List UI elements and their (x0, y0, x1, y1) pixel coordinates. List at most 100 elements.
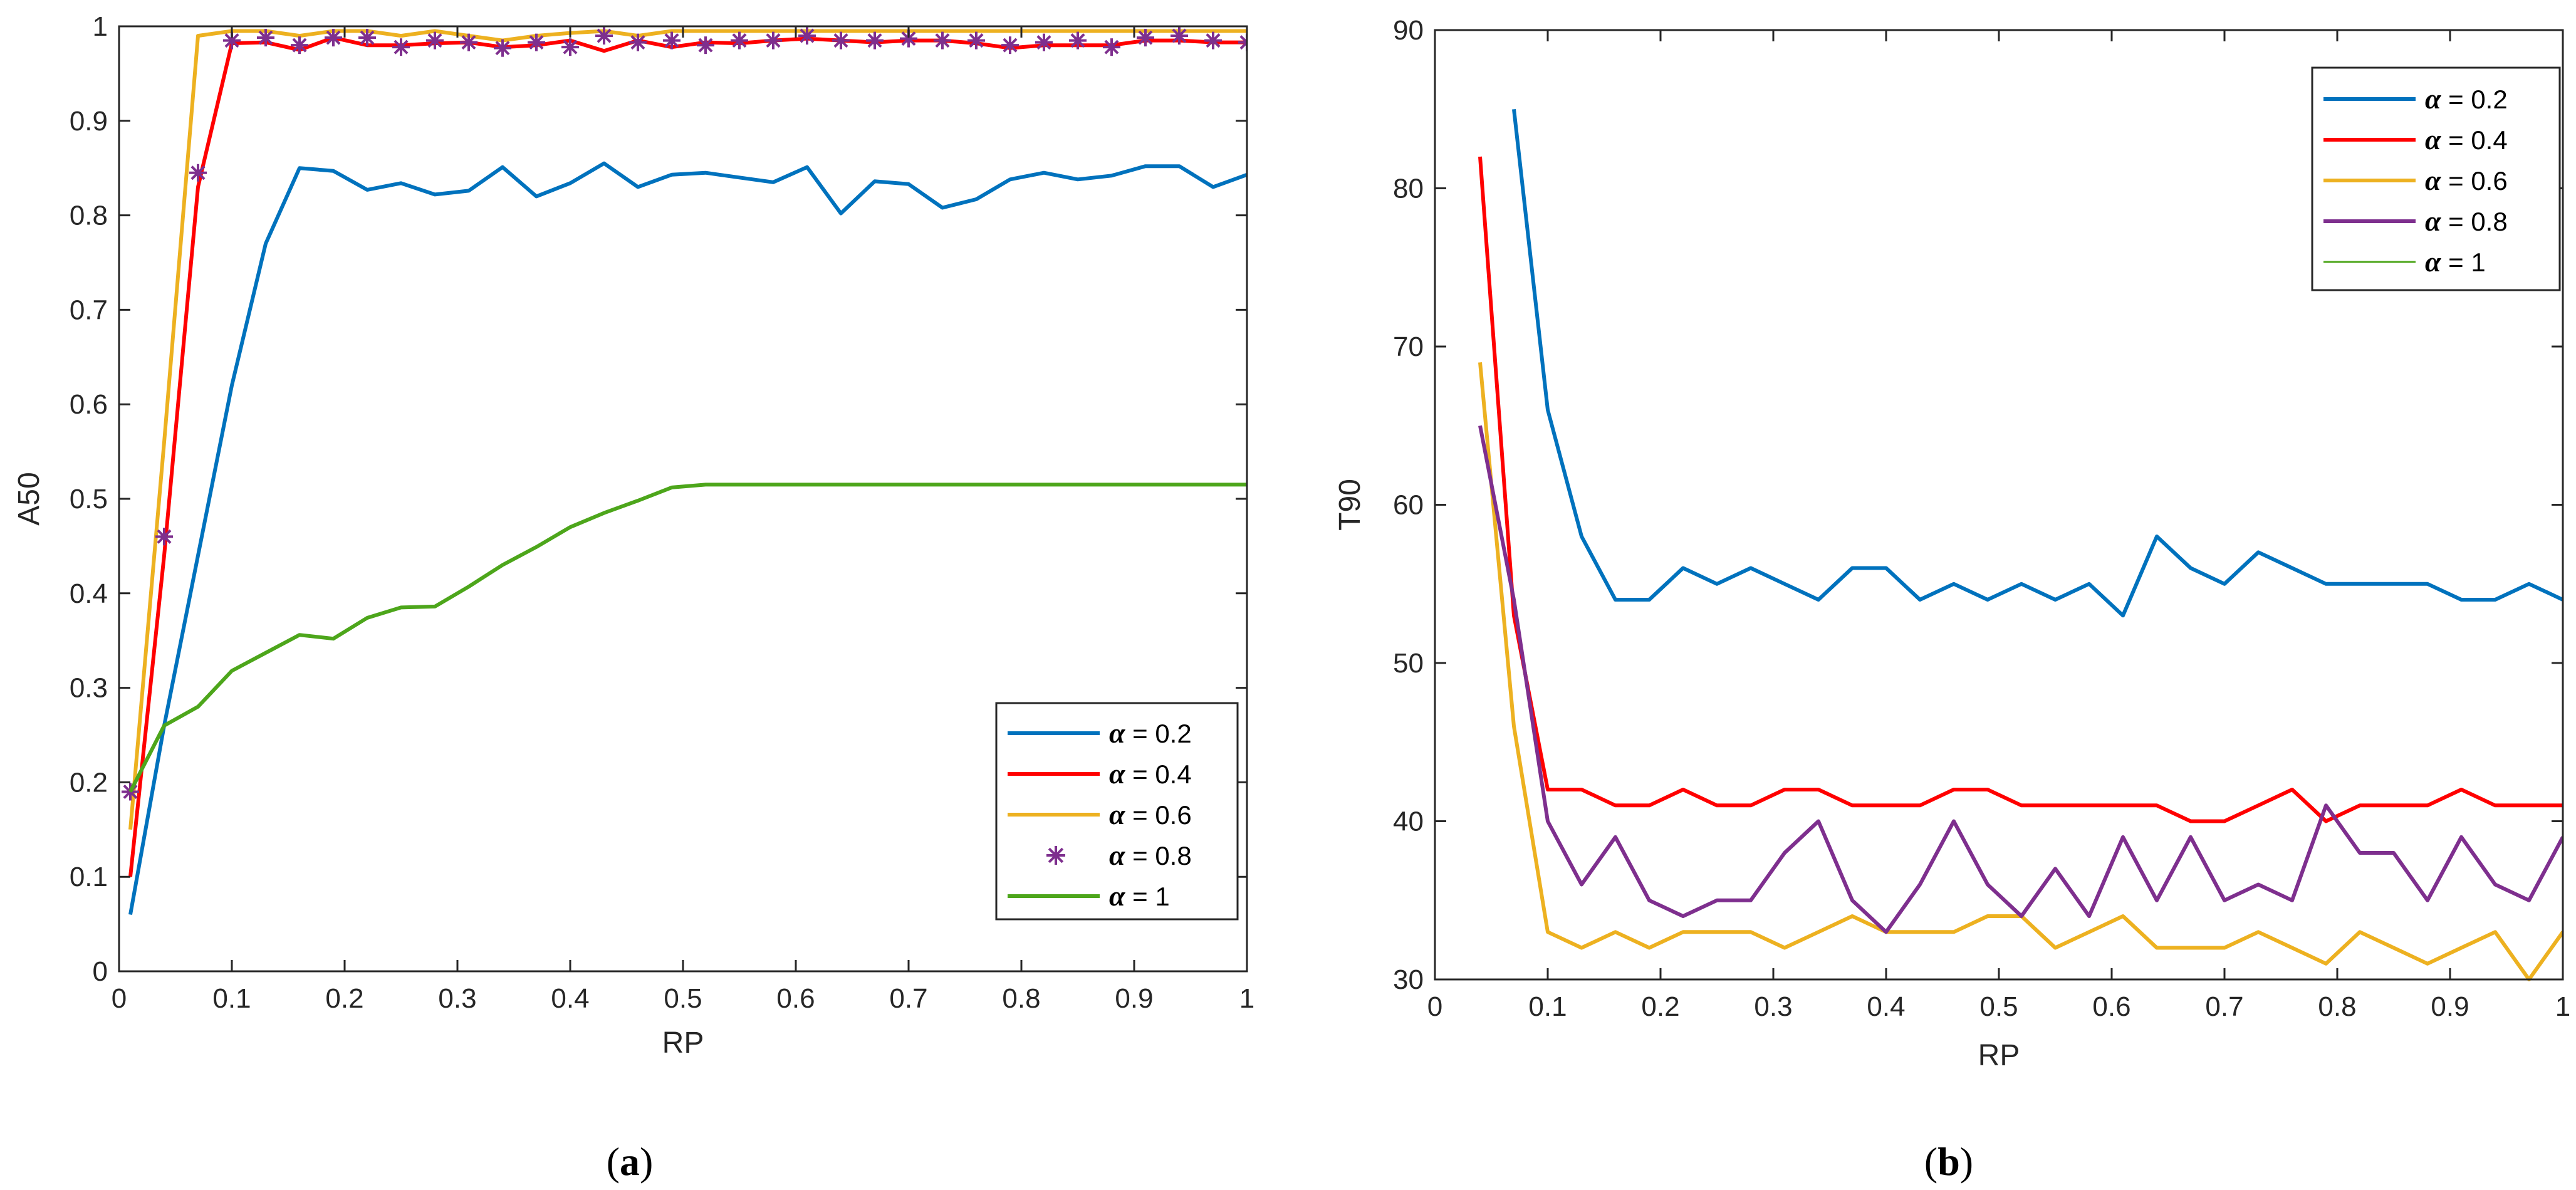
chart-a-legend-item-0-label: α = 0.2 (1109, 717, 1192, 749)
chart-a-series-3-point-24 (934, 31, 951, 50)
chart-a-series-3-point-27 (1035, 33, 1053, 51)
chart-a-legend-item-3-label-symbol: α (1109, 839, 1126, 871)
chart-a-legend-item-3-marker (1046, 846, 1065, 865)
chart-a-series-3-point-25-stroke-3 (969, 33, 984, 48)
chart-a-series-3-point-4 (257, 29, 274, 47)
chart-b-legend-item-0-label: α = 0.2 (2425, 83, 2508, 115)
chart-a-series-3-point-9-stroke-3 (427, 33, 442, 48)
chart-a-series-3-point-8 (392, 38, 410, 56)
chart-a-legend-item-4-label-symbol: α (1109, 880, 1126, 912)
chart-a-series-3-point-22-stroke-3 (867, 33, 882, 48)
chart-a-series-3-point-32-stroke-3 (1206, 33, 1221, 48)
chart-a-xtick-label-4: 0.4 (551, 983, 589, 1014)
chart-a-series-3-point-15-stroke-3 (630, 35, 645, 50)
chart-a-legend-item-4-label-value: = 1 (1125, 882, 1169, 911)
chart-b-legend-item-3-label-symbol: α (2425, 205, 2442, 237)
chart-b-legend-item-4-label: α = 1 (2425, 246, 2486, 278)
chart-b-xtick-label-5: 0.5 (1979, 991, 2018, 1022)
chart-a-series-3-point-16 (663, 31, 681, 50)
chart-a-series-3-point-2-stroke-3 (190, 165, 206, 180)
panel-b-caption: (b) (1924, 1139, 1973, 1184)
chart-a-series-3-point-30-stroke-3 (1138, 30, 1153, 45)
chart-a-series-1-line (128, 36, 1247, 877)
chart-a-series-3-point-27-stroke-3 (1036, 35, 1051, 50)
chart-a-ytick-label-8: 0.8 (70, 201, 108, 231)
chart-b-xtick-label-2: 0.2 (1641, 991, 1679, 1022)
chart-a-series-3-point-7 (358, 29, 376, 47)
chart-b-xtick-label-7: 0.7 (2205, 991, 2243, 1022)
chart-a-series-3-point-10 (460, 33, 477, 51)
chart-a-series-3-point-6-stroke-3 (326, 30, 341, 45)
chart-b-xtick-label-1: 0.1 (1528, 991, 1567, 1022)
chart-a-legend-item-1-label-symbol: α (1109, 758, 1126, 790)
chart-a-legend-item-3-label: α = 0.8 (1109, 839, 1192, 871)
chart-b-ytick-label-6: 90 (1393, 15, 1424, 46)
chart-a-series (122, 27, 1247, 916)
chart-a-series-3-point-6 (325, 29, 342, 47)
chart-a-series-3-point-24-stroke-3 (935, 33, 950, 48)
chart-a-series-3-point-26 (1001, 36, 1019, 55)
chart-a-series-3-point-20 (798, 27, 816, 45)
chart-a-ytick-label-4: 0.4 (70, 578, 108, 609)
chart-b-series-0-line (1512, 108, 2563, 618)
chart-a-series-3-point-31-stroke-3 (1172, 28, 1187, 43)
chart-a-series-3-point-13-stroke-3 (563, 39, 578, 55)
chart-a-series-3-point-18 (731, 31, 748, 50)
chart-a-series-3-point-28 (1069, 31, 1087, 50)
chart-b-xtick-label-10: 1 (2555, 991, 2570, 1022)
chart-b-xtick-label-3: 0.3 (1754, 991, 1792, 1022)
chart-a-series-4-line (128, 483, 1247, 793)
chart-a-series-3-point-1 (155, 528, 173, 546)
chart-a-xlabel: RP (662, 1026, 704, 1060)
chart-a-series-3-point-15 (629, 33, 647, 51)
chart-a-series-3-point-21-stroke-3 (833, 33, 848, 48)
chart-a-series-3-point-3-stroke-3 (224, 33, 239, 48)
chart-a-ytick-label-3: 0.3 (70, 673, 108, 704)
chart-b-legend-item-0-label-symbol: α (2425, 83, 2442, 115)
chart-a-series-3-point-8-stroke-3 (394, 39, 409, 55)
chart-b-ytick-label-2: 50 (1393, 648, 1424, 679)
chart-a-legend-item-2-label-symbol: α (1109, 798, 1126, 830)
chart-a-legend-item-0-label-value: = 0.2 (1125, 719, 1191, 748)
chart-b-legend-item-3-label: α = 0.8 (2425, 205, 2508, 237)
chart-a-ylabel: A50 (13, 472, 46, 525)
chart-a-legend: α = 0.2α = 0.4α = 0.6α = 0.8α = 1 (995, 702, 1239, 921)
chart-a-legend-item-4-label: α = 1 (1109, 880, 1170, 912)
chart-b-legend-item-2-label-symbol: α (2425, 164, 2442, 196)
panel-b-letter: b (1937, 1139, 1960, 1184)
chart-a-series-3-point-29-stroke-3 (1104, 39, 1119, 55)
chart-a-series-3-point-5-stroke-3 (292, 38, 307, 53)
chart-a-xtick-label-2: 0.2 (325, 983, 363, 1014)
chart-a-xtick-label-8: 0.8 (1002, 983, 1040, 1014)
chart-a-legend-item-1-label-value: = 0.4 (1125, 759, 1191, 789)
panel-a-caption: (a) (607, 1139, 654, 1184)
chart-b-series-1-line (1478, 156, 2563, 823)
chart-b-xtick-label-6: 0.6 (2092, 991, 2130, 1022)
chart-b-xtick-label-4: 0.4 (1867, 991, 1905, 1022)
chart-b-legend-item-4-label-symbol: α (2425, 246, 2442, 278)
chart-a-ytick-label-9: 0.9 (70, 106, 108, 137)
chart-a-series-0-line (128, 161, 1247, 916)
chart-a-series-3-point-11-stroke-3 (495, 41, 510, 56)
chart-a-legend-item-2-label: α = 0.6 (1109, 798, 1192, 830)
chart-a-series-3-point-13 (561, 38, 579, 56)
chart-a-series-3-point-12 (528, 33, 545, 51)
chart-a-series-3-point-10-stroke-3 (461, 35, 476, 50)
chart-a-series-3-point-18-stroke-3 (732, 33, 747, 48)
chart-a-ytick-label-1: 0.1 (70, 862, 108, 892)
chart-a-series-3-point-17 (697, 36, 714, 55)
chart-a-legend-item-3-label-value: = 0.8 (1125, 841, 1191, 870)
chart-a-ytick-label-10: 1 (93, 11, 108, 42)
chart-a-xtick-label-7: 0.7 (889, 983, 927, 1014)
chart-b-legend-item-3-label-value: = 0.8 (2441, 207, 2507, 236)
chart-a-series-3-point-30 (1137, 29, 1154, 47)
chart-a-xtick-label-5: 0.5 (664, 983, 702, 1014)
chart-a-series-2-line (128, 29, 1247, 830)
chart-a-series-3-point-22 (866, 31, 884, 50)
chart-a-xtick-label-0: 0 (112, 983, 127, 1014)
chart-a-series-3-point-23-stroke-3 (901, 31, 916, 46)
chart-b-legend-item-4-label-value: = 1 (2441, 248, 2485, 277)
chart-a-legend-item-2-label-value: = 0.6 (1125, 800, 1191, 830)
chart-a-series-3-point-11 (494, 39, 511, 57)
chart-a-xtick-label-6: 0.6 (776, 983, 815, 1014)
